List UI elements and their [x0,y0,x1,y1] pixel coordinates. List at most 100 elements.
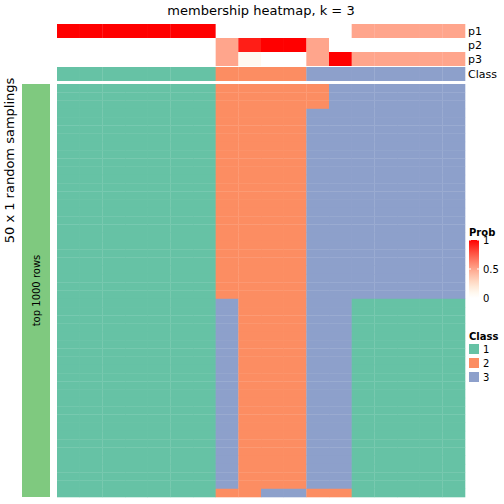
heatmap-cell [284,142,307,151]
color-bar-label: 0.5 [483,264,499,275]
heatmap-cell [148,365,171,374]
heatmap-cell [442,257,465,266]
heatmap-cell [352,390,375,399]
heatmap-cell [125,464,148,473]
heatmap-cell [284,134,307,143]
heatmap-cell [374,249,397,258]
heatmap-cell [216,142,239,151]
heatmap-cell [238,489,261,498]
heatmap-cell [238,390,261,399]
heatmap-cell [80,439,103,448]
heatmap-cell [374,489,397,498]
heatmap-cell [170,324,193,333]
annotation-cell [102,52,125,66]
heatmap-cell [170,241,193,250]
heatmap-cell [216,307,239,316]
heatmap-cell [80,241,103,250]
heatmap-cell [170,92,193,101]
annotation-cell [329,52,352,66]
class-annotation-cell [352,67,375,81]
heatmap-cell [261,233,284,242]
heatmap-cell [420,216,443,225]
annotation-cell [238,24,261,38]
heatmap-cell [125,101,148,110]
heatmap-cell [284,117,307,126]
class-annotation-cell [261,67,284,81]
heatmap-cell [102,142,125,151]
annotation-cell [102,38,125,52]
annotation-cell [352,52,375,66]
heatmap-cell [148,406,171,415]
heatmap-cell [193,373,216,382]
heatmap-cell [352,183,375,192]
heatmap-cell [216,423,239,432]
heatmap-cell [216,224,239,233]
heatmap-cell [80,357,103,366]
heatmap-cell [238,340,261,349]
heatmap-cell [193,365,216,374]
heatmap-cell [442,291,465,300]
annotation-cell [261,24,284,38]
heatmap-cell [374,414,397,423]
heatmap-cell [306,208,329,217]
heatmap-cell [261,489,284,498]
heatmap-cell [57,414,80,423]
heatmap-cell [125,373,148,382]
heatmap-cell [216,447,239,456]
heatmap-cell [125,357,148,366]
heatmap-cell [442,183,465,192]
heatmap-cell [306,291,329,300]
heatmap-cell [420,158,443,167]
heatmap-cell [57,431,80,440]
heatmap-cell [193,291,216,300]
heatmap-cell [420,257,443,266]
heatmap-cell [352,447,375,456]
heatmap-cell [329,257,352,266]
heatmap-cell [374,464,397,473]
heatmap-cell [193,134,216,143]
heatmap-cell [148,414,171,423]
heatmap-cell [57,307,80,316]
heatmap-cell [125,348,148,357]
heatmap-cell [374,125,397,134]
heatmap-cell [170,456,193,465]
heatmap-cell [397,480,420,489]
heatmap-cell [193,282,216,291]
annotation-cell [148,52,171,66]
heatmap-cell [397,406,420,415]
heatmap-cell [148,489,171,498]
heatmap-cell [442,150,465,159]
heatmap-cell [125,406,148,415]
heatmap-cell [329,274,352,283]
heatmap-cell [238,117,261,126]
heatmap-cell [374,183,397,192]
heatmap-cell [125,447,148,456]
heatmap-cell [57,340,80,349]
heatmap-cell [216,158,239,167]
heatmap-cell [306,315,329,324]
heatmap-cell [261,200,284,209]
heatmap-cell [80,299,103,308]
heatmap-cell [170,423,193,432]
heatmap-cell [57,109,80,118]
heatmap-cell [193,167,216,176]
heatmap-cell [397,456,420,465]
heatmap-cell [374,472,397,481]
heatmap-cell [306,348,329,357]
heatmap-cell [170,357,193,366]
heatmap-cell [80,109,103,118]
heatmap-cell [148,381,171,390]
heatmap-cell [125,431,148,440]
heatmap-cell [102,183,125,192]
heatmap-cell [374,208,397,217]
heatmap-cell [352,489,375,498]
heatmap-cell [125,489,148,498]
heatmap-cell [102,447,125,456]
heatmap-cell [102,158,125,167]
heatmap-cell [397,249,420,258]
heatmap-cell [352,274,375,283]
heatmap-cell [238,299,261,308]
heatmap-cell [57,183,80,192]
heatmap-cell [57,348,80,357]
heatmap-cell [397,224,420,233]
